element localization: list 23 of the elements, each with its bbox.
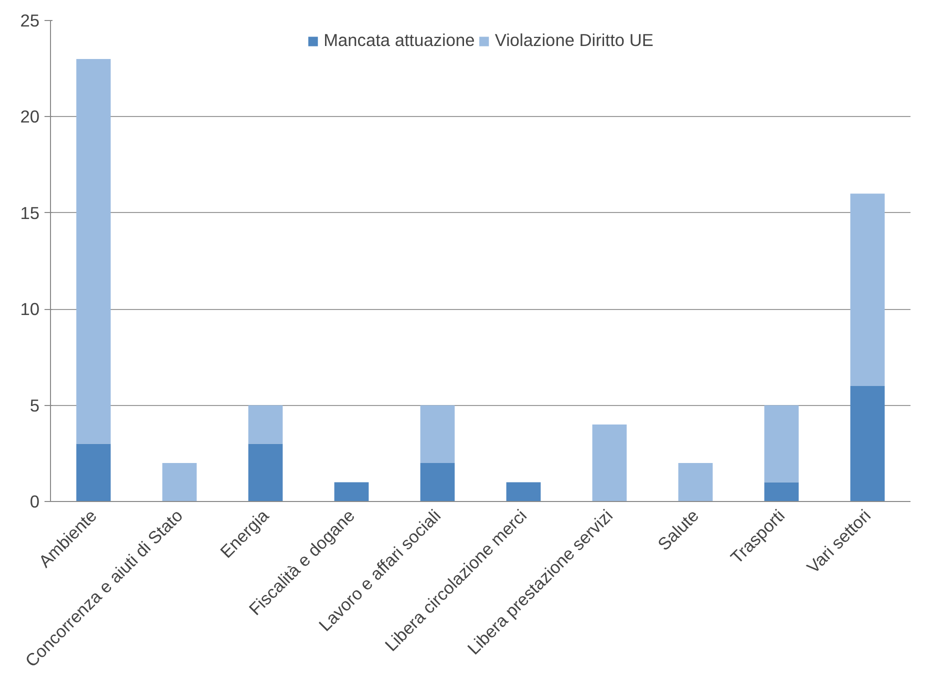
bar (678, 463, 713, 502)
bar (850, 194, 885, 386)
bar (334, 482, 369, 502)
bar (76, 58, 111, 444)
bar (76, 444, 111, 502)
bar (248, 444, 283, 502)
y-tick-label: 25 (20, 10, 40, 30)
y-tick-label: 10 (20, 299, 40, 320)
y-tick-label: 15 (20, 202, 40, 223)
legend-label: Violazione Diritto UE (494, 30, 654, 51)
bar (592, 424, 627, 502)
bar (420, 463, 455, 502)
legend-label: Mancata attuazione (324, 30, 475, 51)
bar (420, 405, 455, 464)
bar (764, 482, 799, 502)
bar (850, 386, 885, 502)
bar (506, 482, 541, 502)
y-tick-label: 0 (30, 492, 40, 512)
bar (764, 405, 799, 482)
bar (248, 405, 283, 444)
y-tick-label: 5 (30, 395, 40, 416)
bar (162, 463, 197, 502)
y-tick-label: 20 (20, 106, 40, 127)
